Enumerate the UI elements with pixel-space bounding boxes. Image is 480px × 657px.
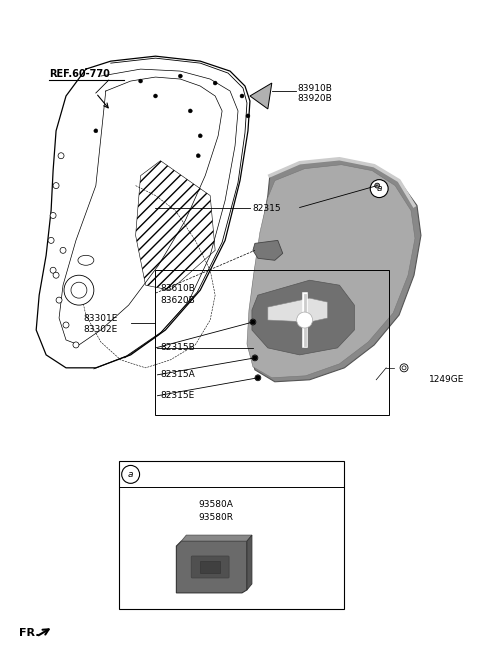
Text: 83920B: 83920B [298,95,333,103]
Circle shape [196,154,200,158]
Circle shape [179,74,182,78]
Circle shape [255,374,261,381]
Circle shape [297,312,312,328]
Circle shape [71,283,87,298]
Text: FR.: FR. [19,627,40,638]
Polygon shape [250,83,272,109]
Circle shape [53,272,59,278]
Text: 83302E: 83302E [83,325,117,334]
Circle shape [122,465,140,484]
FancyBboxPatch shape [192,556,229,578]
Polygon shape [268,298,327,322]
Circle shape [63,322,69,328]
Text: 82315: 82315 [252,204,280,213]
Circle shape [400,364,408,372]
Polygon shape [181,535,252,541]
Circle shape [246,114,250,118]
Circle shape [53,183,59,189]
Circle shape [94,129,98,133]
Text: 83620B: 83620B [160,296,195,305]
Circle shape [73,342,79,348]
Text: 82315E: 82315E [160,391,195,400]
Circle shape [250,319,256,325]
Polygon shape [247,165,415,378]
Text: REF.60-770: REF.60-770 [49,69,110,79]
Text: 93580R: 93580R [199,512,234,522]
Text: 83910B: 83910B [298,83,333,93]
Polygon shape [252,280,354,355]
Circle shape [198,134,202,138]
Text: a: a [376,184,382,193]
Circle shape [255,375,260,380]
Circle shape [50,267,56,273]
Polygon shape [176,541,247,593]
Circle shape [139,79,143,83]
Polygon shape [247,535,252,590]
Text: 82315A: 82315A [160,371,195,379]
Text: 1249GE: 1249GE [429,375,464,384]
Circle shape [64,275,94,305]
Circle shape [48,237,54,243]
Circle shape [402,366,406,370]
Circle shape [375,183,380,188]
FancyBboxPatch shape [200,561,220,573]
Circle shape [50,212,56,219]
Circle shape [188,109,192,113]
Polygon shape [253,240,283,260]
Circle shape [58,152,64,159]
Circle shape [240,94,244,98]
Text: a: a [128,470,133,479]
Circle shape [154,94,157,98]
Circle shape [213,81,217,85]
Circle shape [60,247,66,254]
Text: 83301E: 83301E [83,313,117,323]
Circle shape [251,319,255,325]
Circle shape [252,355,257,361]
Circle shape [370,179,388,198]
Circle shape [56,297,62,303]
Text: 93580A: 93580A [199,500,234,509]
FancyBboxPatch shape [119,461,344,609]
Ellipse shape [78,256,94,265]
Polygon shape [248,159,421,382]
Text: 83610B: 83610B [160,284,195,292]
Text: 82315B: 82315B [160,344,195,352]
Circle shape [252,355,258,361]
